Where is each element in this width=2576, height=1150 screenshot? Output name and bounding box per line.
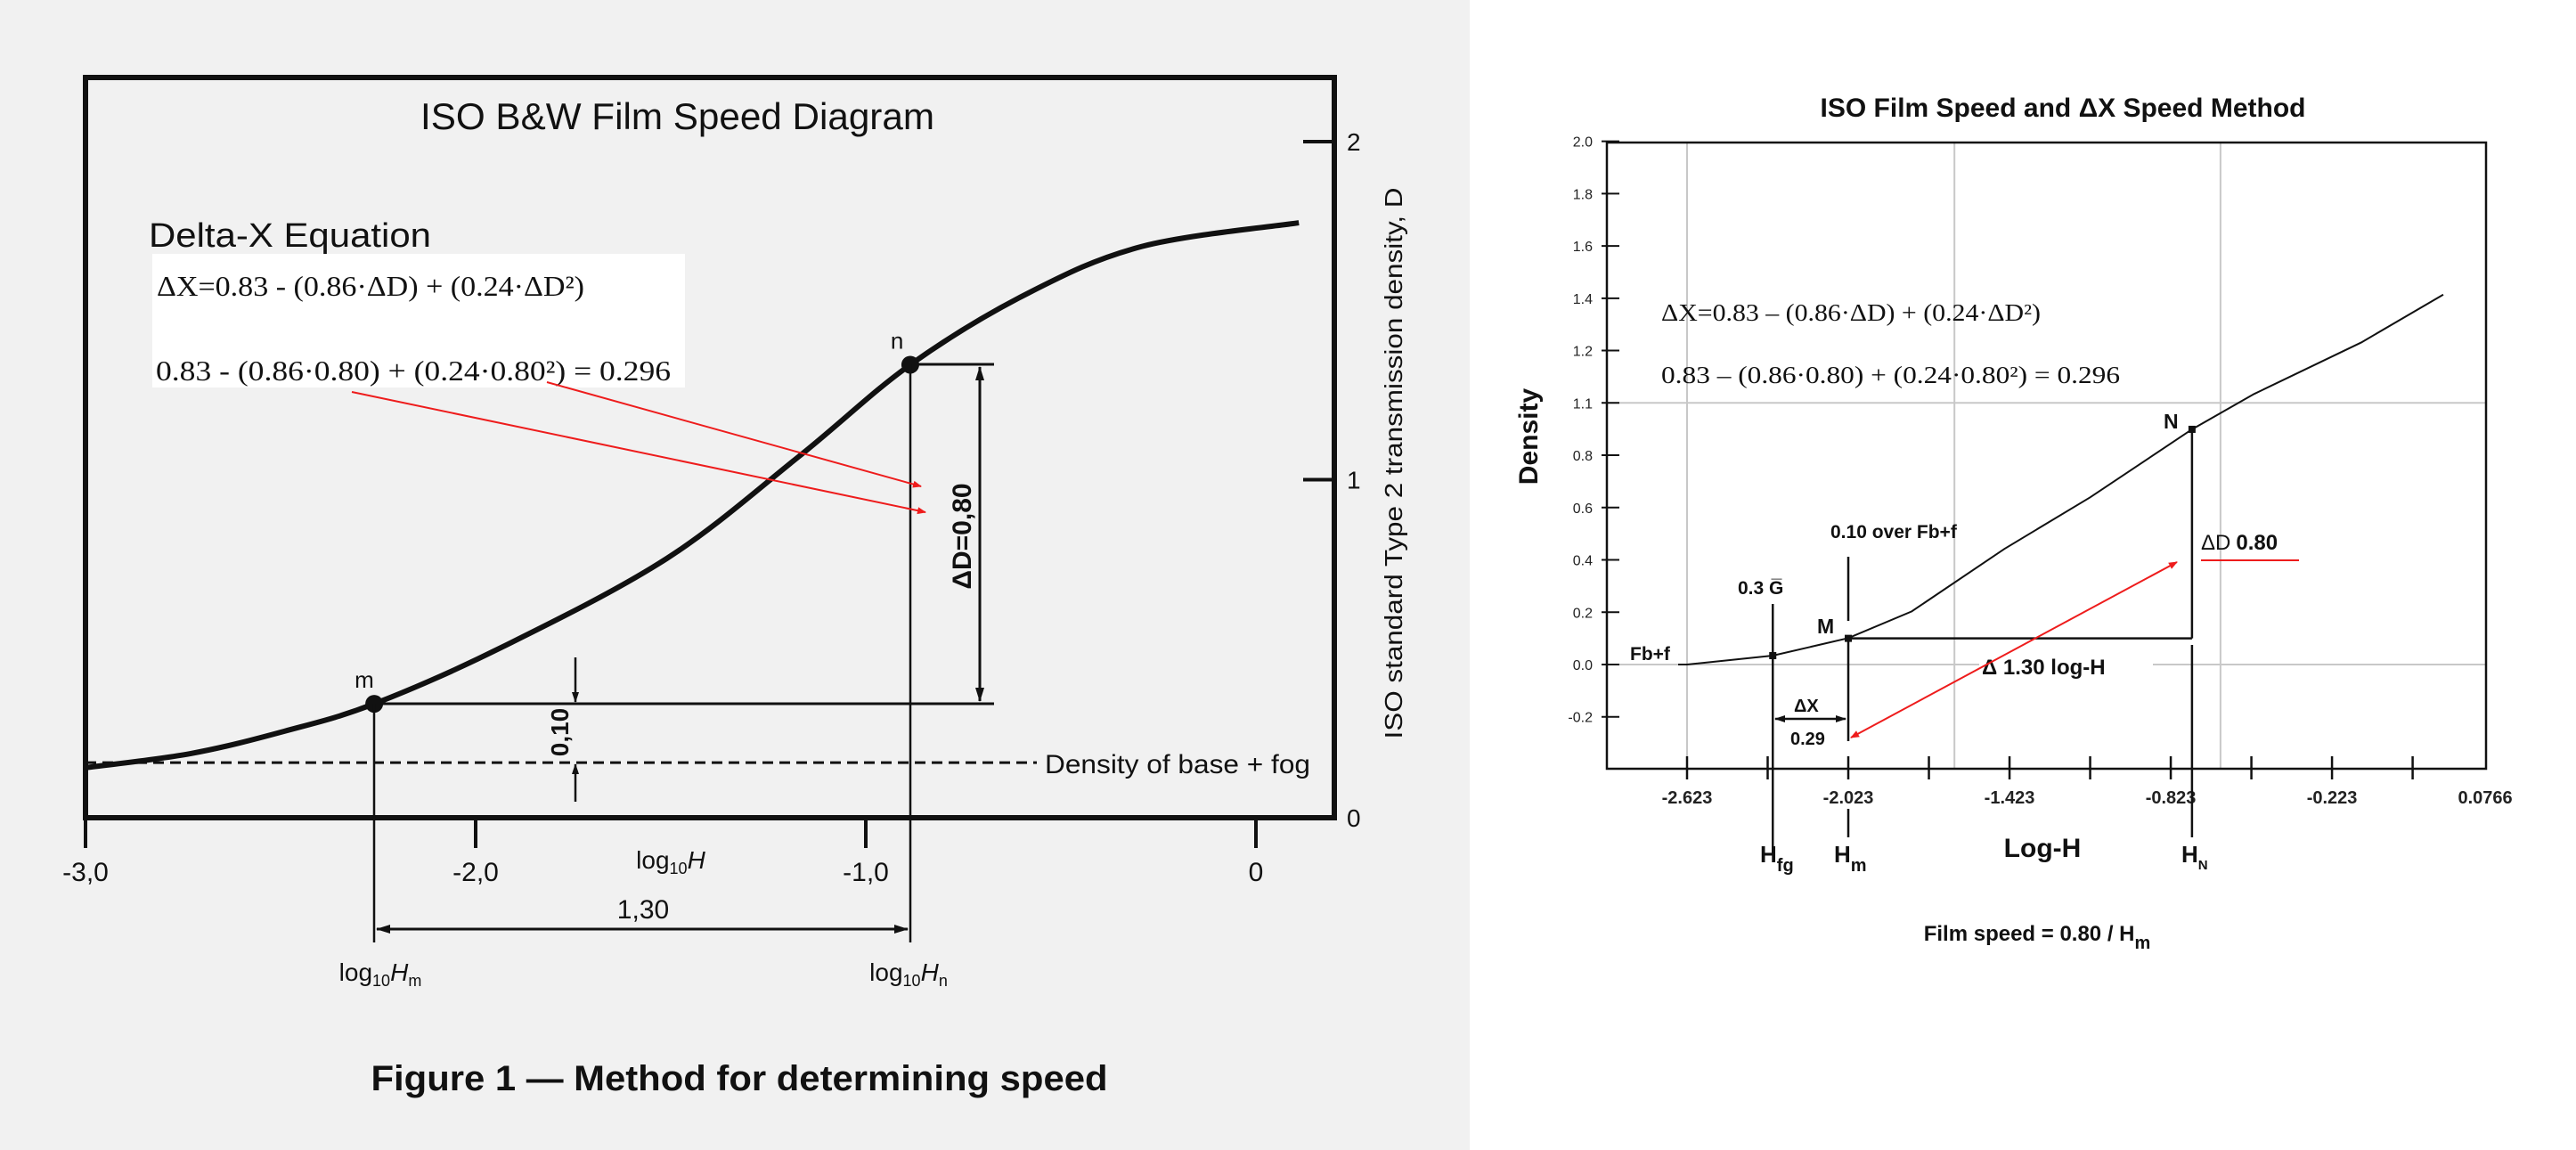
log-hn-pre: log: [869, 958, 902, 986]
log-hm-sub: 10: [372, 972, 390, 990]
right-plot-frame: [1605, 141, 2488, 771]
equation-general: ΔX=0.83 - (0.86·ΔD) + (0.24·ΔD²): [157, 270, 584, 302]
log-hn-label: log10Hn: [869, 958, 948, 990]
base-fog-label: Density of base + fog: [1045, 750, 1310, 779]
y-tick-label: 0: [1347, 804, 1361, 832]
chart-title: ISO Film Speed and ΔX Speed Method: [1821, 94, 2306, 123]
scan-background: [0, 0, 1470, 1150]
left-plot-area: -3,0 -2,0 -1,0 0 0 1 2 m n: [62, 128, 1360, 887]
m-point-label: M: [1817, 615, 1834, 638]
x-axis-label-log: log: [636, 846, 669, 874]
y-tick-label: 1.1: [1573, 396, 1593, 412]
delta-x-heading: Delta-X Equation: [149, 217, 431, 255]
y-tick-label: -0.2: [1568, 711, 1593, 726]
delta-logh-label: Δ 1.30 log-H: [1982, 656, 2106, 680]
offset-label: 0,10: [546, 708, 574, 757]
delta-x-label: ΔX: [1794, 697, 1819, 716]
log-hn-sub: 10: [903, 972, 921, 990]
y-tick-label: 2: [1347, 128, 1361, 156]
density-axis-label: Density: [1514, 388, 1544, 485]
right-equation-worked: 0.83 – (0.86·0.80) + (0.24·0.80²) = 0.29…: [1661, 362, 2120, 388]
delta-d-value: 0.80: [2236, 531, 2278, 555]
y-tick-label: 0.2: [1573, 606, 1593, 621]
y-tick-label: 1.6: [1573, 240, 1593, 255]
log-hn-sub2: n: [939, 972, 948, 990]
red-arrow-2: [546, 381, 922, 488]
film-speed-text: Film speed = 0.80 / H: [1924, 922, 2135, 946]
y-tick-label: 1.2: [1573, 345, 1593, 360]
red-arrow-1: [351, 391, 926, 515]
x-tick-label: -0.223: [2307, 788, 2358, 808]
x-tick-label: 0: [1249, 858, 1264, 887]
log-hm-pre: log: [339, 958, 372, 986]
x-tick-label: -2.623: [1662, 788, 1713, 808]
hfg-label: Hfg: [1760, 841, 1794, 876]
hfg-sub: fg: [1777, 856, 1794, 876]
log-h-axis-label: Log-H: [2004, 834, 2082, 863]
hn-label: HN: [2181, 841, 2208, 873]
log-hm-sub2: m: [408, 972, 421, 990]
y-tick-label: 0.6: [1573, 502, 1593, 517]
hm-label: Hm: [1834, 841, 1867, 876]
right-equation-general: ΔX=0.83 – (0.86·ΔD) + (0.24·ΔD²): [1661, 299, 2041, 326]
film-speed-formula: Film speed = 0.80 / Hm: [1924, 922, 2151, 953]
x-axis-label-sub: 10: [670, 860, 688, 877]
log-hm-var: H: [390, 958, 409, 986]
delta-x-value: 0.29: [1790, 730, 1825, 749]
film-speed-sub: m: [2134, 934, 2150, 953]
y-tick-label: 2.0: [1573, 135, 1593, 151]
curve-point-M: [1845, 634, 1853, 642]
log-hm-label: log10Hm: [339, 958, 422, 990]
equation-worked: 0.83 - (0.86·0.80) + (0.24·0.80²) = 0.29…: [156, 355, 671, 387]
curve-point-label-m: m: [355, 666, 374, 693]
left-diagram: ISO B&W Film Speed Diagram Delta-X Equat…: [0, 0, 1470, 1150]
density-curve: [1686, 293, 2444, 665]
x-tick-label: 0.0766: [2458, 788, 2512, 808]
delta-d-value-label: ΔD 0.80: [2201, 531, 2278, 555]
x-axis-label-var: H: [688, 846, 706, 874]
y-axis-label: ISO standard Type 2 transmission density…: [1380, 188, 1407, 739]
hfg-base: H: [1760, 841, 1777, 868]
red-double-arrow: [1850, 561, 2178, 738]
n-point-label: N: [2164, 410, 2179, 433]
x-tick-label: -1,0: [843, 858, 889, 887]
curve-point-N: [2188, 425, 2196, 433]
y-tick-label: 1: [1347, 467, 1361, 494]
right-plot-area: 2.0 1.8 1.6 1.4 1.2 1.1 0.8 0.6 0.4 0.2 0.0 -0.2 -2.…: [1568, 135, 2513, 855]
delta-d-symbol: ΔD: [2201, 531, 2230, 555]
x-tick-label: -2,0: [452, 858, 499, 887]
y-tick-label: 0.8: [1573, 449, 1593, 464]
log-hn-var: H: [921, 958, 940, 986]
equation-backdrop: [152, 254, 685, 387]
hn-base: H: [2181, 841, 2198, 868]
figure-caption: Figure 1 — Method for determining speed: [371, 1059, 1108, 1098]
hm-sub: m: [1851, 856, 1867, 876]
plot-frame: [83, 75, 1337, 820]
delta-d-label: ΔD=0,80: [948, 483, 977, 589]
curve-point-label-n: n: [891, 327, 903, 354]
x-tick-label: -2.023: [1823, 788, 1874, 808]
y-tick-label: 0.4: [1573, 554, 1593, 569]
y-tick-label: 1.4: [1573, 292, 1593, 307]
hn-sub: N: [2198, 858, 2208, 873]
y-tick-label: 0.0: [1573, 658, 1593, 673]
x-axis-label: log10H: [636, 846, 705, 877]
hm-base: H: [1834, 841, 1851, 868]
over-fbf-label: 0.10 over Fb+f: [1830, 522, 1958, 542]
curve-point-Hfg: [1769, 652, 1777, 660]
fbf-label: Fb+f: [1630, 644, 1671, 665]
diagram-title: ISO B&W Film Speed Diagram: [420, 95, 934, 137]
characteristic-curve: [85, 220, 1300, 771]
y-tick-label: 1.8: [1573, 187, 1593, 202]
x-tick-label: -1.423: [1985, 788, 2035, 808]
right-chart: ISO Film Speed and ΔX Speed Method 2.0 1.…: [1514, 94, 2513, 953]
span-label: 1,30: [617, 895, 669, 925]
x-tick-label: -0.823: [2146, 788, 2197, 808]
gradient-label: 0.3 G̅: [1738, 578, 1783, 599]
x-tick-label: -3,0: [62, 858, 109, 887]
